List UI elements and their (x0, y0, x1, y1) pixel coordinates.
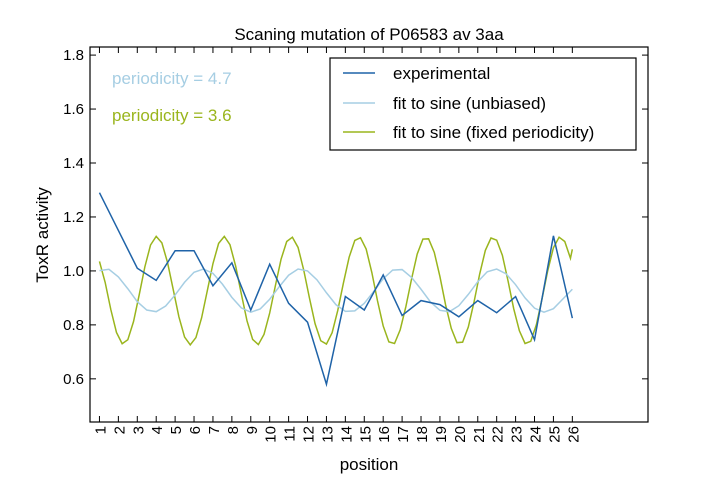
x-tick-label: 4 (149, 426, 166, 434)
y-tick-label: 1.0 (63, 263, 84, 280)
x-tick-label: 14 (338, 426, 355, 443)
chart-title: Scaning mutation of P06583 av 3aa (234, 25, 504, 44)
x-tick-label: 19 (433, 426, 450, 443)
legend-label-fixed: fit to sine (fixed periodicity) (393, 123, 594, 142)
x-tick-label: 24 (528, 426, 545, 443)
plot-frame (89, 46, 649, 423)
series-line-experimental (98, 192, 574, 388)
x-tick-label: 3 (130, 426, 147, 434)
y-axis-label: ToxR activity (33, 187, 52, 283)
legend: experimental fit to sine (unbiased) fit … (329, 57, 637, 151)
x-tick-label: 16 (376, 426, 393, 443)
x-tick-label: 1 (92, 426, 109, 434)
y-tick-label: 1.2 (63, 209, 84, 226)
x-axis-label: position (340, 455, 399, 474)
x-tick-label: 15 (357, 426, 374, 443)
x-tick-label: 10 (263, 426, 280, 443)
y-tick-label: 1.8 (63, 47, 84, 64)
x-tick-label: 12 (301, 426, 318, 443)
y-tick-label: 1.4 (63, 155, 84, 172)
x-tick-label: 17 (395, 426, 412, 443)
x-tick-label: 23 (509, 426, 526, 443)
annotation-periodicity-unbiased: periodicity = 4.7 (112, 69, 232, 88)
y-tick-label: 0.8 (63, 317, 84, 334)
x-tick-label: 8 (225, 426, 242, 434)
y-tick-label: 1.6 (63, 101, 84, 118)
legend-box (329, 57, 637, 151)
x-tick-label: 13 (319, 426, 336, 443)
legend-label-unbiased: fit to sine (unbiased) (393, 94, 546, 113)
plot-area (89, 46, 649, 423)
x-tick-label: 25 (546, 426, 563, 443)
x-tick-label: 20 (452, 426, 469, 443)
x-tick-label: 7 (206, 426, 223, 434)
x-tick-label: 6 (187, 426, 204, 434)
x-tick-label: 9 (244, 426, 261, 434)
annotation-periodicity-fixed: periodicity = 3.6 (112, 106, 232, 125)
x-tick-label: 21 (471, 426, 488, 443)
series-line-fit-to-sine-unbiased (99, 268, 573, 314)
x-tick-label: 18 (414, 426, 431, 443)
x-tick-label: 22 (490, 426, 507, 443)
x-tick-label: 11 (282, 426, 299, 442)
y-axis: 0.6 0.8 1.0 1.2 1.4 1.6 1.8 (63, 47, 648, 388)
y-tick-label: 0.6 (63, 371, 84, 388)
series-line-fit-to-sine-fixed-periodicity (98, 235, 574, 347)
x-tick-label: 5 (168, 426, 185, 434)
legend-label-experimental: experimental (393, 64, 490, 83)
x-tick-label: 26 (565, 426, 582, 443)
x-tick-label: 2 (111, 426, 128, 434)
x-axis: 1 2 3 4 5 6 7 8 9 10 11 12 13 14 15 16 17 18 19 20 21 22 23 24 2… (92, 47, 582, 443)
